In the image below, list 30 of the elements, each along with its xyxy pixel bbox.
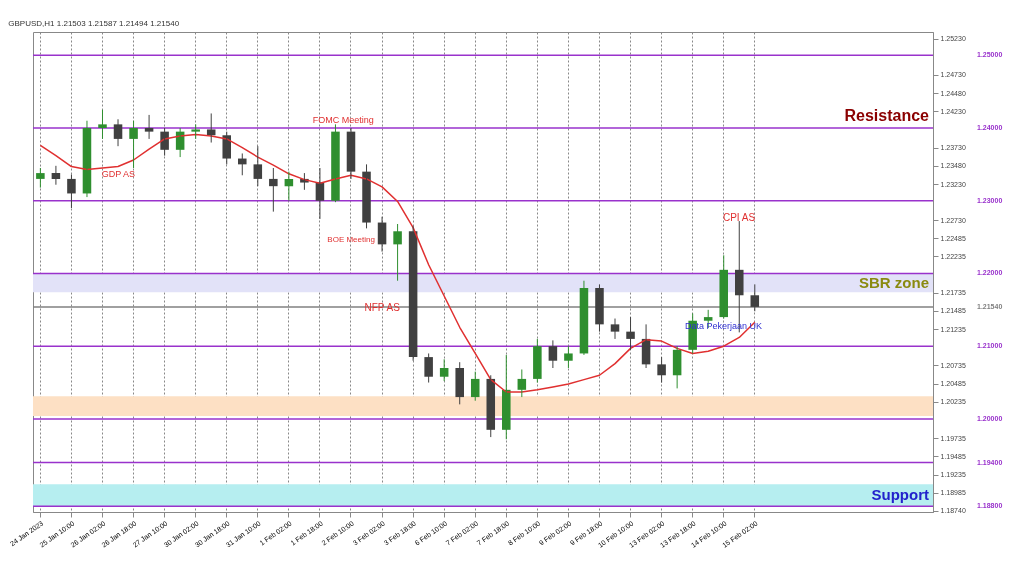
candlestick xyxy=(98,109,107,140)
candlestick xyxy=(269,167,278,213)
annotation: BOE Meeting xyxy=(327,234,375,244)
candlestick xyxy=(455,361,464,405)
candlestick xyxy=(331,123,340,203)
candlestick xyxy=(533,338,542,384)
band-label: Support xyxy=(871,486,929,504)
candlestick xyxy=(191,123,200,140)
chart-title: GBPUSD,H1 1.21503 1.21587 1.21494 1.21540 xyxy=(8,19,180,28)
candlestick xyxy=(470,371,480,402)
candlestick xyxy=(393,223,402,282)
candlestick xyxy=(626,316,635,351)
candlestick xyxy=(129,120,138,169)
candlestick xyxy=(595,283,604,333)
candlestick xyxy=(657,356,666,384)
candlestick xyxy=(719,254,728,320)
candlestick xyxy=(564,345,573,369)
annotation: GDP AS xyxy=(101,168,136,179)
annotation: CPI AS xyxy=(722,211,756,223)
annotation: FOMC Meeting xyxy=(312,115,374,126)
candlestick xyxy=(362,163,371,229)
candlestick xyxy=(502,354,511,440)
annotation: Resistance xyxy=(844,107,930,125)
candlestick xyxy=(424,352,433,384)
candlestick xyxy=(67,174,76,209)
candlestick xyxy=(486,374,496,438)
annotation: NFP AS xyxy=(364,302,401,314)
candlestick xyxy=(36,167,45,189)
candlestick xyxy=(222,131,232,165)
band-label: SBR zone xyxy=(858,273,929,291)
